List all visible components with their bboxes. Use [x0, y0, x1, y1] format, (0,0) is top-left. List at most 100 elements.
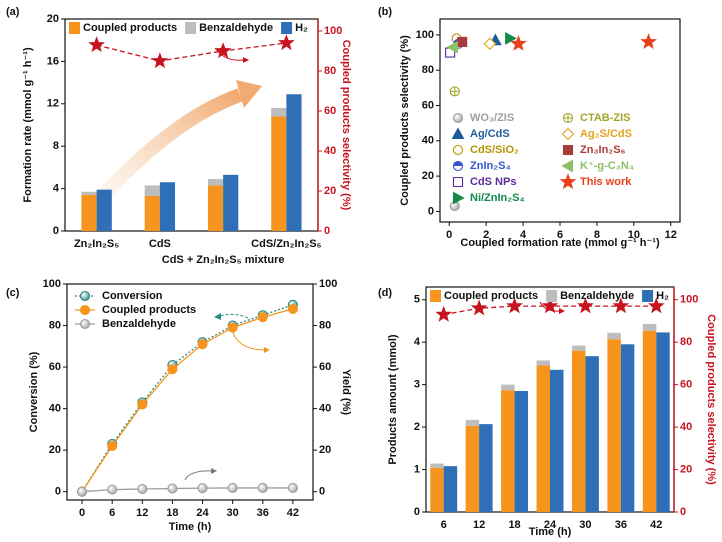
bar	[642, 330, 657, 512]
x-tick-label: 24	[196, 507, 209, 519]
bar	[620, 344, 635, 512]
y-tick-label: 100	[416, 29, 434, 41]
bar	[286, 94, 302, 231]
marker	[214, 42, 232, 59]
marker	[506, 297, 523, 314]
bar	[465, 419, 480, 426]
panel-label: (d)	[378, 287, 392, 299]
bar	[550, 369, 564, 512]
y2-tick-label: 0	[680, 506, 686, 518]
legend-label: ZnIn₂S₄	[470, 160, 511, 172]
x-tick-label: 42	[287, 507, 299, 519]
y2-axis-label: Coupled products selectivity (%)	[340, 40, 352, 211]
legend-marker	[452, 160, 464, 172]
x-tick-label: 0	[79, 507, 85, 519]
bar	[571, 350, 586, 512]
y2-tick-label: 60	[319, 361, 331, 373]
marker	[167, 364, 178, 375]
bar	[430, 467, 444, 512]
marker	[612, 297, 630, 314]
y-tick-label: 60	[49, 361, 61, 373]
y2-tick-label: 20	[319, 444, 331, 456]
y2-tick-label: 80	[319, 319, 331, 331]
x-tick-label: 10	[628, 229, 640, 241]
bar	[536, 365, 550, 512]
x-tick-label: 36	[615, 519, 627, 531]
marker	[137, 399, 148, 410]
y2-axis-label: Coupled products selectivity (%)	[705, 314, 717, 485]
y-axis-label: Coupled products selectivity (%)	[399, 35, 411, 206]
marker	[287, 303, 298, 314]
y2-tick-label: 60	[324, 105, 336, 117]
y-tick-label: 5	[414, 294, 420, 306]
marker	[227, 322, 238, 333]
x-tick-label: 6	[557, 229, 563, 241]
bar	[585, 356, 599, 512]
marker	[483, 37, 497, 50]
marker	[197, 339, 208, 350]
y2-tick-label: 80	[324, 65, 336, 77]
legend-label: CdS NPs	[470, 176, 516, 188]
legend-marker	[452, 191, 465, 205]
y-tick-label: 8	[53, 140, 59, 152]
trend-arrow	[89, 88, 243, 210]
bar	[501, 390, 515, 512]
x-tick-label: 6	[109, 507, 115, 519]
bar	[607, 339, 621, 512]
panel-label: (a)	[6, 6, 20, 18]
bar	[443, 466, 458, 512]
y-tick-label: 60	[422, 99, 434, 111]
trend-arrow-head	[236, 80, 262, 108]
y-axis-label: Formation rate (mmol g⁻¹ h⁻¹)	[22, 47, 34, 203]
series-line	[81, 308, 294, 493]
y-tick-label: 16	[47, 55, 59, 67]
legend-label: This work	[580, 176, 632, 188]
marker	[257, 482, 268, 493]
marker	[227, 482, 238, 493]
x-tick-label: CdS	[149, 238, 171, 250]
bar	[81, 191, 97, 195]
legend-label: H₂	[656, 290, 669, 302]
marker	[107, 440, 118, 452]
y-axis-label: Conversion (%)	[28, 351, 40, 432]
bar	[607, 332, 621, 340]
marker	[647, 297, 665, 314]
bar	[223, 174, 239, 231]
marker	[197, 483, 208, 494]
legend-marker	[452, 112, 464, 124]
y2-tick-label: 80	[680, 336, 692, 348]
bar	[207, 185, 224, 231]
marker	[510, 34, 527, 51]
legend-label: CTAB-ZIS	[580, 112, 631, 124]
marker	[640, 33, 657, 50]
bar	[271, 108, 287, 117]
x-tick-label: 2	[483, 229, 489, 241]
y2-tick-label: 100	[324, 25, 342, 37]
legend-swatch	[430, 290, 441, 302]
y2-tick-label: 40	[324, 145, 336, 157]
marker	[257, 312, 268, 323]
y-tick-label: 0	[428, 205, 434, 217]
y-tick-label: 40	[49, 403, 61, 415]
x-tick-label: 0	[446, 229, 452, 241]
marker	[137, 483, 148, 495]
legend-label: Benzaldehyde	[102, 318, 176, 330]
x-tick-label: 18	[508, 519, 520, 531]
y-tick-label: 0	[53, 225, 59, 237]
legend-label: Benzaldehyde	[560, 290, 634, 302]
y-tick-label: 1	[414, 463, 420, 475]
y-tick-label: 20	[49, 444, 61, 456]
legend-marker	[79, 318, 91, 330]
y-tick-label: 20	[422, 170, 434, 182]
legend-label: Benzaldehyde	[199, 22, 273, 34]
bar	[144, 196, 160, 231]
marker	[151, 52, 169, 69]
x-tick-label: CdS + Zn₂In₂S₅ mixture	[162, 254, 285, 266]
bar	[479, 424, 493, 512]
legend-label: Coupled products	[444, 290, 538, 302]
x-tick-label: 12	[665, 229, 677, 241]
axis-arrow	[184, 470, 213, 481]
axis-arrow-head	[211, 468, 217, 474]
marker	[167, 483, 178, 494]
bar	[159, 182, 176, 231]
